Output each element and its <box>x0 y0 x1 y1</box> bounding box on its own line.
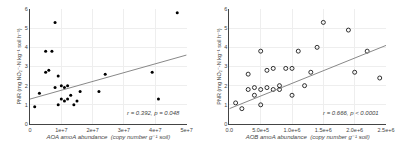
svg-text:1e+7: 1e+7 <box>55 127 67 133</box>
svg-text:5e+7: 5e+7 <box>180 127 192 133</box>
svg-text:2: 2 <box>25 83 28 89</box>
svg-text:4: 4 <box>25 44 28 50</box>
svg-text:AOB amoA abundance (copy numb: AOB amoA abundance (copy number g⁻¹ soil… <box>245 134 370 140</box>
svg-text:AOA amoA abundance (copy numb: AOA amoA abundance (copy number g⁻¹ soil… <box>45 134 170 140</box>
svg-text:0: 0 <box>25 121 28 127</box>
svg-text:1: 1 <box>25 102 28 108</box>
svg-text:4: 4 <box>224 44 227 50</box>
svg-text:0.0: 0.0 <box>226 127 234 133</box>
svg-text:3e+7: 3e+7 <box>118 127 130 133</box>
svg-text:3: 3 <box>25 63 28 69</box>
svg-text:2.5e+6: 2.5e+6 <box>378 127 395 133</box>
svg-text:1.5e+6: 1.5e+6 <box>315 127 332 133</box>
svg-text:3: 3 <box>224 63 227 69</box>
svg-text:4e+7: 4e+7 <box>149 127 161 133</box>
svg-text:r = 0.666, p < 0.0001: r = 0.666, p < 0.0001 <box>323 110 379 116</box>
svg-text:2: 2 <box>224 83 227 89</box>
svg-text:6: 6 <box>25 6 28 12</box>
svg-text:6: 6 <box>224 6 227 12</box>
svg-text:2e+7: 2e+7 <box>86 127 98 133</box>
svg-text:5: 5 <box>224 25 227 31</box>
svg-text:2.0e+6: 2.0e+6 <box>346 127 363 133</box>
svg-text:0: 0 <box>28 127 31 133</box>
svg-text:1: 1 <box>224 102 227 108</box>
svg-text:5.0e+5: 5.0e+5 <box>252 127 269 133</box>
svg-text:0: 0 <box>224 121 227 127</box>
svg-text:5: 5 <box>25 25 28 31</box>
svg-text:r = 0.392, p = 0.048: r = 0.392, p = 0.048 <box>127 110 180 116</box>
svg-text:PNR (mg NO₂⁻-N kg⁻¹ soil h⁻¹): PNR (mg NO₂⁻-N kg⁻¹ soil h⁻¹) <box>16 28 22 104</box>
svg-text:PNR (mg NO₂⁻-N kg⁻¹ soil h⁻¹): PNR (mg NO₂⁻-N kg⁻¹ soil h⁻¹) <box>216 28 222 104</box>
svg-text:1.0e+6: 1.0e+6 <box>284 127 301 133</box>
